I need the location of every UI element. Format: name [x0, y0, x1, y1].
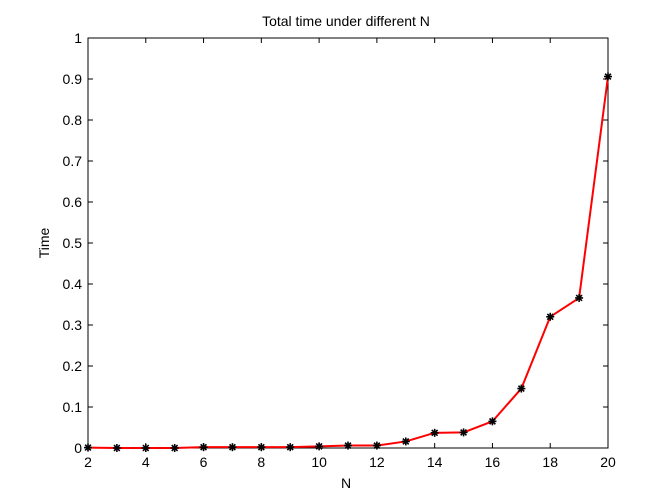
- data-point: [604, 72, 612, 81]
- y-tick-label: 0: [74, 440, 82, 456]
- data-point: [286, 443, 295, 452]
- x-tick-label: 2: [84, 454, 92, 470]
- data-point: [84, 443, 92, 452]
- x-tick-label: 14: [427, 454, 443, 470]
- data-point: [228, 443, 237, 452]
- data-point: [575, 293, 584, 302]
- data-point: [315, 442, 324, 451]
- x-tick-label: 12: [369, 454, 385, 470]
- y-tick-label: 1: [74, 30, 82, 46]
- x-tick-label: 20: [600, 454, 616, 470]
- data-point: [459, 428, 468, 437]
- y-tick-label: 0.3: [63, 317, 83, 333]
- data-point: [199, 443, 208, 452]
- y-tick-label: 0.1: [63, 399, 83, 415]
- data-point: [546, 312, 555, 321]
- data-point: [344, 441, 352, 450]
- data-point: [372, 441, 381, 450]
- data-point: [141, 444, 150, 452]
- plot-area: [87, 37, 609, 449]
- x-tick-label: 4: [142, 454, 150, 470]
- series-layer: [84, 72, 612, 452]
- data-point: [430, 428, 439, 437]
- y-tick-label: 0.9: [63, 71, 83, 87]
- x-tick-label: 8: [257, 454, 265, 470]
- data-point: [112, 444, 121, 452]
- data-point: [488, 417, 497, 426]
- data-point: [257, 443, 266, 452]
- x-tick-label: 16: [485, 454, 501, 470]
- x-tick-label: 18: [542, 454, 558, 470]
- y-axis-title: Time: [36, 227, 52, 258]
- data-point: [401, 437, 410, 446]
- plot-border: [87, 37, 609, 449]
- y-tick-label: 0.5: [63, 235, 83, 251]
- y-tick-label: 0.8: [63, 112, 83, 128]
- data-point: [170, 444, 179, 452]
- x-tick-label: 6: [200, 454, 208, 470]
- y-tick-label: 0.7: [63, 153, 83, 169]
- y-tick-label: 0.2: [63, 358, 83, 374]
- x-tick-label: 10: [311, 454, 327, 470]
- y-tick-label: 0.6: [63, 194, 83, 210]
- x-axis-title: N: [341, 475, 351, 491]
- chart-title: Total time under different N: [262, 13, 430, 29]
- axes: 2 4 6 8 10 12 14 16 18 20 0 0.1 0.2 0.3 0.4 0.5 0.6 0.7 0.…: [63, 30, 616, 470]
- y-tick-label: 0.4: [63, 276, 83, 292]
- data-point: [517, 384, 526, 393]
